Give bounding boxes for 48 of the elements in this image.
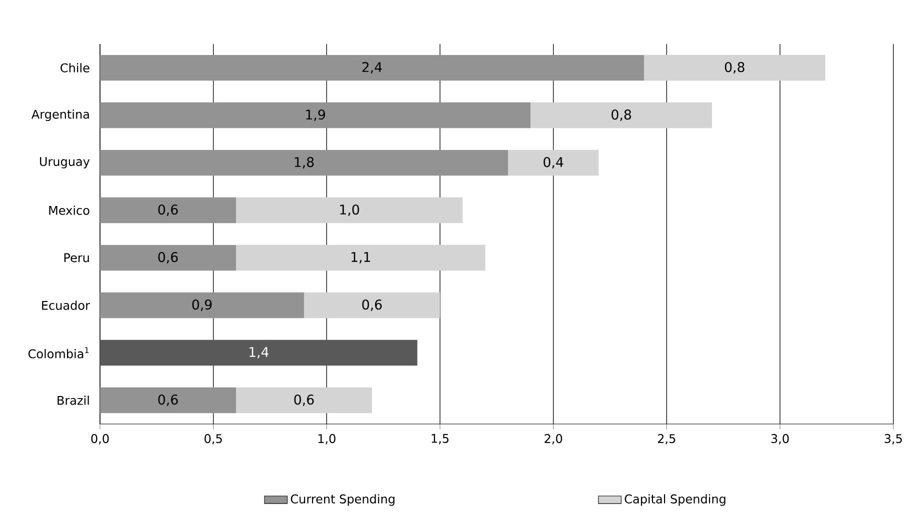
y-tick-label: Brazil: [58, 395, 89, 405]
x-tick-label: 1,5: [432, 434, 448, 444]
bar: [100, 150, 508, 176]
y-tick-label: Uruguay: [40, 156, 90, 168]
y-tick-label: Mexico: [49, 205, 90, 215]
y-tick-label: Colombia$^{1}$: [28, 347, 89, 358]
data-label: 1,0: [340, 204, 360, 216]
y-tick-label: Peru: [64, 253, 89, 262]
bar: [236, 387, 372, 413]
bar: [100, 340, 418, 366]
bar: [236, 197, 463, 223]
bar: [530, 102, 712, 128]
data-label: 1,4: [250, 346, 269, 358]
data-label: 0,8: [612, 109, 632, 121]
data-label: 1,9: [306, 109, 325, 121]
data-label: 0,6: [158, 204, 178, 216]
bar: [100, 244, 236, 270]
data-label: 0,4: [544, 156, 564, 168]
legend-label: Current Spending: [290, 494, 394, 506]
data-label: 2,4: [362, 62, 382, 74]
bar: [508, 150, 599, 176]
data-label: 1,8: [294, 156, 314, 168]
data-label: 0,6: [158, 394, 178, 406]
data-label: 0,6: [362, 299, 382, 311]
bar: [100, 197, 236, 223]
y-tick-label: Chile: [60, 62, 90, 72]
x-tick-label: 3,5: [884, 434, 902, 444]
legend-label: Capital Spending: [624, 494, 726, 506]
x-tick-label: 3,0: [771, 434, 789, 444]
y-tick-label: Ecuador: [42, 300, 90, 310]
bar: [100, 292, 304, 318]
data-label: 0,9: [192, 299, 212, 311]
data-label: 0,6: [158, 252, 178, 264]
bar: [304, 292, 440, 318]
data-label: 0,6: [294, 394, 314, 406]
bar: [236, 244, 486, 270]
data-label: 1,1: [352, 252, 370, 264]
y-tick-label: Argentina: [32, 109, 89, 121]
bar: [644, 54, 826, 80]
bar: [100, 102, 531, 128]
bar: [100, 54, 644, 80]
x-tick-label: 0,0: [91, 434, 109, 444]
x-tick-label: 1,0: [318, 434, 336, 444]
x-tick-label: 2,0: [544, 434, 562, 444]
x-tick-label: 2,5: [658, 434, 676, 444]
data-label: 0,8: [724, 62, 744, 74]
x-tick-label: 0,5: [204, 434, 222, 444]
bar: [100, 387, 236, 413]
